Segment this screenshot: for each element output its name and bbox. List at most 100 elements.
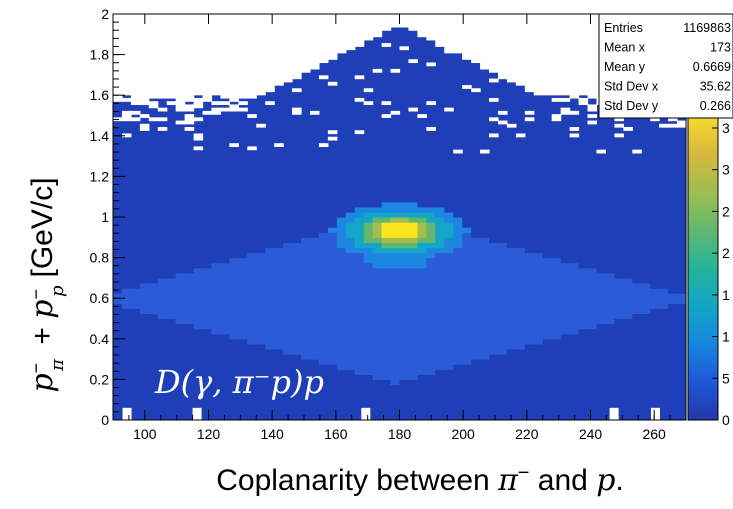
heatmap-cell xyxy=(480,257,490,264)
heatmap-cell xyxy=(462,328,472,335)
heatmap-cell xyxy=(408,348,418,355)
heatmap-cell xyxy=(363,156,374,162)
heatmap-cell xyxy=(354,298,365,304)
heatmap-cell xyxy=(238,206,248,213)
heatmap-cell xyxy=(274,369,284,375)
heatmap-cell xyxy=(471,404,481,411)
heatmap-cell xyxy=(327,115,338,122)
heatmap-cell xyxy=(641,125,651,132)
heatmap-cell xyxy=(345,222,356,228)
heatmap-cell xyxy=(354,379,365,386)
heatmap-cell xyxy=(309,262,320,269)
heatmap-cell xyxy=(497,201,508,208)
heatmap-cell xyxy=(390,369,401,375)
heatmap-cell xyxy=(399,298,410,304)
heatmap-cell xyxy=(462,404,472,411)
heatmap-cell xyxy=(551,171,562,177)
heatmap-cell xyxy=(578,176,589,183)
heatmap-cell xyxy=(632,277,642,284)
heatmap-cell xyxy=(381,79,392,86)
heatmap-cell xyxy=(533,404,544,411)
heatmap-cell xyxy=(506,232,517,238)
heatmap-cell xyxy=(381,125,392,132)
heatmap-cell xyxy=(381,171,392,177)
heatmap-cell xyxy=(148,176,159,183)
heatmap-cell xyxy=(202,166,213,172)
heatmap-cell xyxy=(453,85,463,91)
heatmap-cell xyxy=(471,69,481,76)
heatmap-cell xyxy=(417,308,427,315)
heatmap-cell xyxy=(480,191,490,198)
heatmap-cell xyxy=(148,120,159,127)
heatmap-cell xyxy=(345,409,356,416)
heatmap-cell xyxy=(444,59,454,66)
heatmap-cell xyxy=(265,354,275,360)
heatmap-cell xyxy=(121,318,132,325)
heatmap-cell xyxy=(551,227,562,233)
heatmap-cell xyxy=(130,272,141,279)
heatmap-cell xyxy=(220,257,230,264)
heatmap-cell xyxy=(489,252,499,259)
heatmap-cell xyxy=(435,369,445,375)
heatmap-cell xyxy=(381,44,392,51)
heatmap-cell xyxy=(614,242,624,249)
heatmap-cell xyxy=(453,384,463,391)
heatmap-cell xyxy=(668,206,678,213)
heatmap-cell xyxy=(292,282,302,289)
heatmap-cell xyxy=(426,156,436,162)
heatmap-cell xyxy=(247,206,257,213)
heatmap-cell xyxy=(435,44,445,51)
heatmap-cell xyxy=(578,151,589,157)
heatmap-cell xyxy=(596,379,607,386)
heatmap-cell xyxy=(632,247,642,254)
heatmap-cell xyxy=(659,237,669,243)
heatmap-cell xyxy=(596,328,607,335)
heatmap-cell xyxy=(605,328,615,335)
heatmap-cell xyxy=(435,156,445,162)
heatmap-cell xyxy=(605,404,615,411)
heatmap-cell xyxy=(211,232,222,238)
heatmap-cell xyxy=(471,186,481,193)
heatmap-cell xyxy=(256,171,266,177)
heatmap-cell xyxy=(453,318,463,325)
heatmap-cell xyxy=(175,211,186,218)
heatmap-cell xyxy=(480,120,490,127)
heatmap-cell xyxy=(462,379,472,386)
heatmap-cell xyxy=(363,49,374,56)
heatmap-cell xyxy=(506,288,517,294)
heatmap-cell xyxy=(551,100,562,106)
heatmap-cell xyxy=(497,232,508,238)
heatmap-cell xyxy=(292,272,302,279)
heatmap-cell xyxy=(596,288,607,294)
heatmap-cell xyxy=(569,308,580,315)
heatmap-cell xyxy=(363,318,374,325)
heatmap-cell xyxy=(301,222,311,228)
heatmap-cell xyxy=(489,404,499,411)
heatmap-cell xyxy=(542,262,553,269)
heatmap-cell xyxy=(327,404,338,411)
heatmap-cell xyxy=(229,186,239,193)
heatmap-cell xyxy=(336,293,347,299)
heatmap-cell xyxy=(113,323,123,330)
heatmap-cell xyxy=(345,54,356,61)
heatmap-cell xyxy=(596,399,607,406)
heatmap-cell xyxy=(408,171,418,177)
heatmap-cell xyxy=(113,338,123,345)
heatmap-cell xyxy=(274,95,284,101)
heatmap-cell xyxy=(569,267,580,274)
heatmap-cell xyxy=(489,379,499,386)
heatmap-cell xyxy=(659,379,669,386)
heatmap-cell xyxy=(121,282,132,289)
heatmap-cell xyxy=(462,90,472,96)
heatmap-cell xyxy=(551,333,562,340)
heatmap-cell xyxy=(435,303,445,309)
heatmap-cell xyxy=(462,242,472,249)
heatmap-cell xyxy=(274,100,284,106)
heatmap-cell xyxy=(650,333,660,340)
heatmap-cell xyxy=(166,135,177,142)
heatmap-cell xyxy=(354,338,365,345)
heatmap-cell xyxy=(345,303,356,309)
heatmap-cell xyxy=(426,262,436,269)
heatmap-cell xyxy=(121,237,132,243)
heatmap-cell xyxy=(381,54,392,61)
